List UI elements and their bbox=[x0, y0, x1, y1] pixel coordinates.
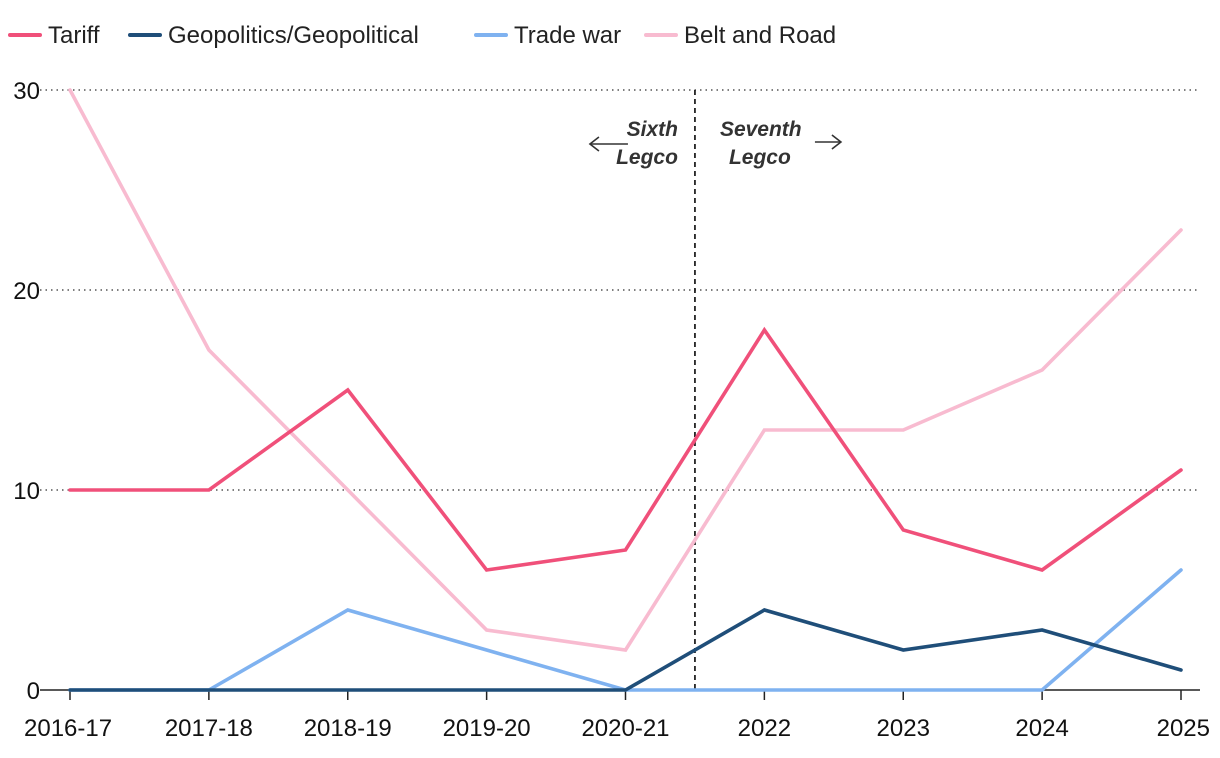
series-line-trade-war bbox=[68, 568, 1183, 692]
y-axis-ticks: 0 10 20 30 bbox=[13, 78, 40, 705]
series-lines bbox=[68, 88, 1183, 692]
x-tick-label: 2017-18 bbox=[165, 715, 253, 742]
legend-item-tariff: Tariff bbox=[8, 22, 100, 49]
x-tick-label: 2016-17 bbox=[24, 715, 112, 742]
legend-label: Belt and Road bbox=[684, 22, 836, 49]
legend-item-belt-and-road: Belt and Road bbox=[644, 22, 836, 49]
legend-item-geopolitics-geopolitical: Geopolitics/Geopolitical bbox=[128, 22, 419, 49]
x-tick-label: 2020-21 bbox=[581, 715, 669, 742]
legend: Tariff Geopolitics/Geopolitical Trade war B… bbox=[8, 22, 836, 49]
right-term-label-line2: Legco bbox=[729, 146, 791, 169]
x-axis: 2016-17 2017-18 2018-19 2019-20 2020-21 2022 2… bbox=[24, 689, 1210, 742]
series-line-geopolitics-geopolitical bbox=[68, 608, 1183, 692]
gridlines bbox=[40, 89, 1200, 491]
legend-label: Trade war bbox=[514, 22, 621, 49]
left-term-label-line1: Sixth bbox=[627, 118, 678, 141]
x-tick-label: 2023 bbox=[877, 715, 930, 742]
right-term-label-line1: Seventh bbox=[720, 118, 802, 141]
x-tick-label: 2018-19 bbox=[304, 715, 392, 742]
legco-divider: Sixth Legco Seventh Legco bbox=[588, 90, 843, 690]
left-arrow-icon bbox=[588, 136, 628, 152]
y-tick-label: 30 bbox=[13, 78, 40, 105]
y-tick-label: 20 bbox=[13, 278, 40, 305]
legend-label: Geopolitics/Geopolitical bbox=[168, 22, 419, 49]
y-tick-label: 0 bbox=[27, 678, 40, 705]
x-tick-label: 2024 bbox=[1015, 715, 1068, 742]
series-line-belt-and-road bbox=[68, 88, 1183, 652]
x-tick-label: 2025 bbox=[1157, 715, 1210, 742]
y-tick-label: 10 bbox=[13, 478, 40, 505]
legend-item-trade-war: Trade war bbox=[474, 22, 621, 49]
legend-label: Tariff bbox=[48, 22, 100, 49]
left-term-label-line2: Legco bbox=[616, 146, 678, 169]
x-tick-label: 2019-20 bbox=[443, 715, 531, 742]
right-arrow-icon bbox=[814, 134, 843, 150]
x-tick-label: 2022 bbox=[738, 715, 791, 742]
series-line-tariff bbox=[68, 326, 1183, 572]
